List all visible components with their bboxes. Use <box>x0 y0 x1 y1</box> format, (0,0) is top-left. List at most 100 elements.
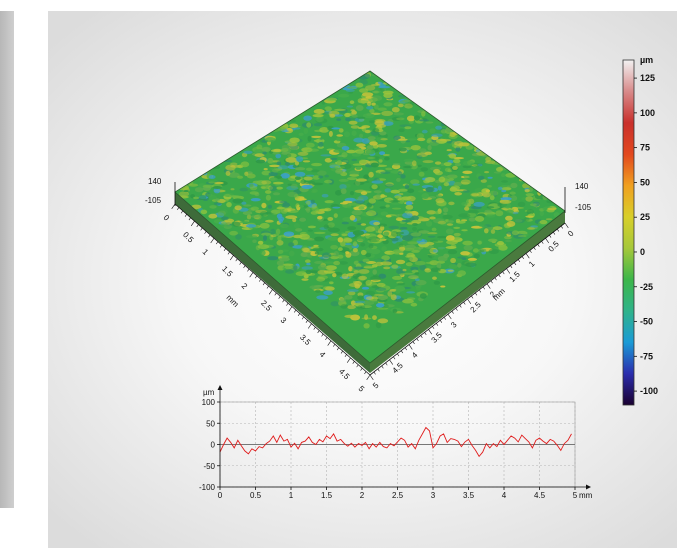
surface-speckle <box>288 250 295 257</box>
surface-speckle <box>305 208 311 211</box>
surface-speckle <box>342 168 347 172</box>
surface-speckle <box>424 177 436 183</box>
surface-speckle <box>406 291 416 294</box>
surface-speckle <box>378 157 385 160</box>
surface-speckle <box>367 202 373 208</box>
surface-speckle <box>398 128 405 133</box>
surface-speckle <box>352 248 358 253</box>
colorbar: µm 125 100 75 50 25 0 -25 -50 -75 -100 <box>622 55 658 406</box>
surface-speckle <box>454 162 461 167</box>
surface-speckle <box>365 253 372 258</box>
surface-speckle <box>395 217 404 222</box>
surface-speckle <box>359 88 369 93</box>
surface-speckle <box>267 256 279 261</box>
surface-speckle <box>419 148 427 153</box>
surface-speckle <box>424 268 430 271</box>
surface-speckle <box>393 112 405 116</box>
surface-speckle <box>390 189 401 194</box>
surface-speckle <box>303 180 316 185</box>
surface-speckle <box>410 266 419 271</box>
surface-speckle <box>380 261 393 266</box>
surface-speckle <box>497 186 503 191</box>
surface-speckle <box>313 231 326 235</box>
surface-speckle <box>334 108 346 111</box>
surface-speckle <box>289 119 296 123</box>
surface-speckle <box>306 238 316 241</box>
surface-speckle <box>358 206 365 210</box>
surface-speckle <box>440 162 445 166</box>
surface-speckle <box>263 168 268 171</box>
profile-x-unit: mm <box>579 491 593 500</box>
surface-speckle <box>344 197 356 202</box>
surface-speckle <box>447 269 454 272</box>
x-axis-tick <box>356 364 359 368</box>
surface-speckle <box>437 220 447 225</box>
surface-speckle <box>281 144 291 150</box>
surface-speckle <box>367 156 376 160</box>
surface-speckle <box>305 269 312 275</box>
surface-speckle <box>278 218 283 224</box>
surface-speckle <box>370 162 379 168</box>
surface-speckle <box>300 252 308 258</box>
x-axis-tick <box>210 238 215 244</box>
surface-speckle <box>371 180 384 184</box>
surface-speckle <box>261 186 266 189</box>
surface-speckle <box>417 137 426 142</box>
surface-speckle <box>338 247 343 252</box>
surface-speckle <box>443 162 452 167</box>
y-axis-tick <box>537 244 540 247</box>
surface-speckle <box>427 252 435 259</box>
x-axis-tick <box>204 231 207 234</box>
z-max-label-right: 140 <box>575 182 589 191</box>
surface-speckle <box>385 167 393 171</box>
surface-speckle <box>275 228 281 235</box>
y-axis-tick <box>389 359 394 365</box>
surface-speckle <box>539 210 544 217</box>
surface-speckle <box>364 129 371 134</box>
surface-speckle <box>419 264 427 271</box>
surface-speckle <box>504 235 512 240</box>
surface-speckle <box>384 188 392 193</box>
surface-speckle <box>525 193 534 197</box>
surface-speckle <box>301 278 309 281</box>
surface-speckle <box>349 191 355 196</box>
surface-speckle <box>410 232 422 237</box>
surface-speckle <box>501 187 512 191</box>
surface-speckle <box>381 110 393 116</box>
surface-speckle <box>514 218 525 224</box>
surface-speckle <box>355 178 367 182</box>
surface-3d <box>174 70 566 373</box>
y-axis-tick <box>424 332 427 336</box>
surface-speckle <box>311 182 324 186</box>
surface-speckle <box>352 230 365 236</box>
x-axis-tick <box>327 340 332 346</box>
surface-speckle <box>344 295 353 300</box>
surface-speckle <box>372 156 381 160</box>
surface-speckle <box>333 251 340 257</box>
surface-speckle <box>363 264 375 269</box>
y-axis-tick <box>408 344 413 350</box>
surface-speckle <box>388 200 400 203</box>
surface-speckle <box>467 257 477 261</box>
x-axis-tick <box>180 210 184 214</box>
surface-speckle <box>323 286 333 291</box>
surface-speckle <box>437 185 442 191</box>
surface-speckle <box>277 126 286 131</box>
surface-speckle <box>325 265 337 271</box>
x-axis-tick <box>286 303 289 306</box>
surface-speckle <box>351 158 358 162</box>
profile-y-tick-label: 50 <box>206 419 215 428</box>
surface-speckle <box>514 219 523 223</box>
surface-speckle <box>254 153 265 158</box>
surface-speckle <box>208 213 218 219</box>
surface-speckle <box>324 174 329 178</box>
surface-speckle <box>316 277 326 282</box>
surface-speckle <box>356 150 365 155</box>
surface-speckle <box>429 141 440 146</box>
surface-speckle <box>285 215 298 220</box>
surface-speckle <box>244 171 249 176</box>
surface-speckle <box>323 261 336 264</box>
surface-speckle <box>287 142 298 147</box>
surface-speckle <box>402 272 415 275</box>
surface-speckle <box>314 236 325 242</box>
